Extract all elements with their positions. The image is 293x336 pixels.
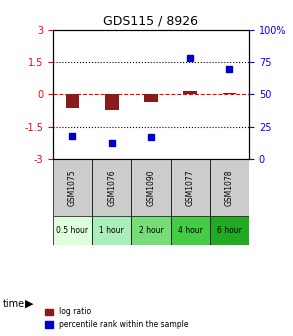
Text: GSM1076: GSM1076 <box>107 169 116 206</box>
Text: GSM1075: GSM1075 <box>68 169 77 206</box>
FancyBboxPatch shape <box>53 216 92 245</box>
Text: 4 hour: 4 hour <box>178 226 202 235</box>
Legend: log ratio, percentile rank within the sample: log ratio, percentile rank within the sa… <box>42 304 191 332</box>
Text: time: time <box>3 299 25 309</box>
Text: 2 hour: 2 hour <box>139 226 163 235</box>
Text: 6 hour: 6 hour <box>217 226 242 235</box>
FancyBboxPatch shape <box>92 216 131 245</box>
Bar <box>183 91 197 94</box>
Bar <box>105 94 118 111</box>
Text: 1 hour: 1 hour <box>99 226 124 235</box>
Text: 0.5 hour: 0.5 hour <box>56 226 88 235</box>
Text: GSM1090: GSM1090 <box>146 169 155 206</box>
FancyBboxPatch shape <box>131 216 171 245</box>
FancyBboxPatch shape <box>131 159 171 216</box>
Bar <box>66 94 79 108</box>
Text: GSM1078: GSM1078 <box>225 169 234 206</box>
Text: GSM1077: GSM1077 <box>186 169 195 206</box>
Bar <box>223 93 236 94</box>
FancyBboxPatch shape <box>210 159 249 216</box>
FancyBboxPatch shape <box>210 216 249 245</box>
FancyBboxPatch shape <box>53 159 92 216</box>
Title: GDS115 / 8926: GDS115 / 8926 <box>103 15 198 28</box>
FancyBboxPatch shape <box>171 159 210 216</box>
FancyBboxPatch shape <box>171 216 210 245</box>
Text: ▶: ▶ <box>25 299 33 309</box>
Bar <box>144 94 158 102</box>
FancyBboxPatch shape <box>92 159 131 216</box>
